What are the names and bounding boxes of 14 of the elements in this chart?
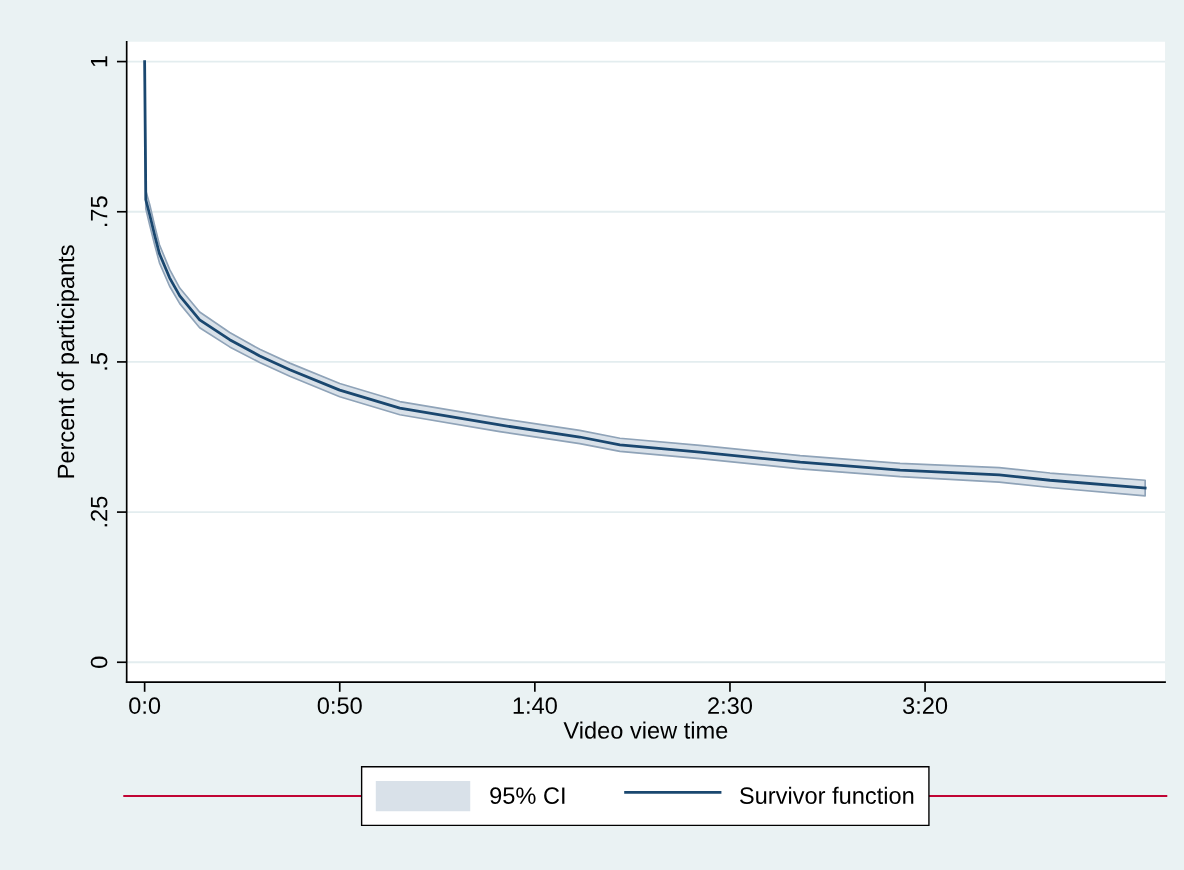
x-tick-label: 0:0	[129, 697, 161, 715]
y-tick-label: .75	[90, 196, 108, 227]
x-tick-label: 3:20	[903, 697, 948, 715]
legend-label: 95% CI	[490, 787, 565, 805]
y-tick-label: .5	[90, 353, 108, 370]
y-tick-label: 1	[90, 56, 108, 67]
x-axis-title: Video view time	[563, 721, 728, 739]
legend-label: Survivor function	[739, 786, 914, 805]
y-tick-label: 0	[90, 656, 108, 668]
x-tick-label: 0:50	[317, 697, 362, 715]
y-axis-title: Percent of participants	[56, 245, 79, 478]
x-tick-label: 1:40	[513, 697, 557, 715]
x-tick-label: 2:30	[708, 697, 753, 715]
y-tick-label: .25	[90, 496, 108, 527]
